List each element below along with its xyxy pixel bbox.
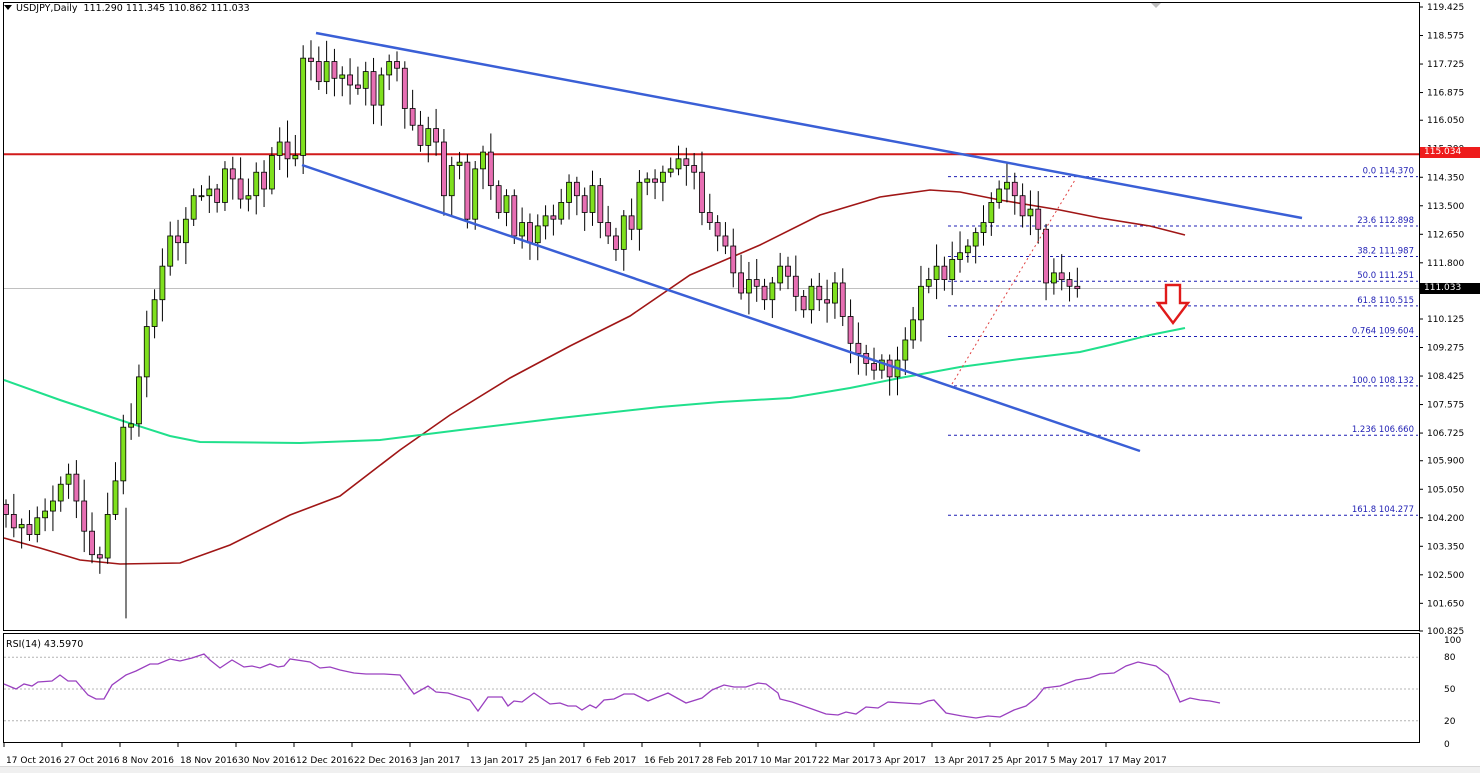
date-tick-label: 8 Nov 2016 <box>122 756 174 766</box>
price-pane-frame <box>3 2 1420 631</box>
time-axis[interactable]: 17 Oct 2016 27 Oct 2016 8 Nov 2016 18 Nov 2… <box>3 743 1167 766</box>
date-tick-label: 6 Feb 2017 <box>586 756 636 766</box>
price-tick-label: 104.200 <box>1427 514 1464 524</box>
price-tick-label: 116.875 <box>1427 89 1464 99</box>
rsi-tick-label: 0 <box>1444 740 1450 750</box>
fib-level-label: 1.236 106.660 <box>1352 425 1414 435</box>
date-tick-label: 22 Dec 2016 <box>354 756 412 766</box>
moving-averages <box>3 189 1186 565</box>
ohlc-values: 111.290 111.345 110.862 111.033 <box>83 3 250 14</box>
fibonacci-levels[interactable]: 0.0 114.370 23.6 112.898 38.2 111.987 50.0 … <box>948 167 1418 516</box>
date-tick-label: 13 Apr 2017 <box>934 756 990 766</box>
fib-level-label: 61.8 110.515 <box>1357 296 1414 306</box>
price-tick-label: 100.825 <box>1427 627 1464 637</box>
rsi-indicator: 100 80 50 20 0 <box>3 636 1461 750</box>
rsi-tick-label: 20 <box>1444 717 1456 727</box>
fib-level-label: 38.2 111.987 <box>1357 247 1414 257</box>
date-tick-label: 10 Mar 2017 <box>760 756 817 766</box>
trendlines[interactable] <box>301 31 1303 453</box>
channel-upper-trendline <box>315 31 1303 220</box>
price-tick-label: 105.050 <box>1427 485 1464 495</box>
date-tick-label: 16 Feb 2017 <box>644 756 700 766</box>
date-tick-label: 18 Nov 2016 <box>180 756 238 766</box>
rsi-line <box>3 653 1221 719</box>
price-tick-label: 105.900 <box>1427 457 1464 467</box>
date-tick-label: 27 Oct 2016 <box>64 756 120 766</box>
price-tick-label: 113.500 <box>1427 202 1464 212</box>
price-tick-label: 108.425 <box>1427 372 1464 382</box>
down-arrow-icon <box>1155 283 1191 325</box>
chart-header: USDJPY,Daily 111.290 111.345 110.862 111… <box>4 3 250 14</box>
date-tick-label: 12 Dec 2016 <box>296 756 354 766</box>
fib-level-label: 0.0 114.370 <box>1363 167 1414 177</box>
price-tick-label: 101.650 <box>1427 599 1464 609</box>
price-tick-label: 111.800 <box>1427 259 1464 269</box>
rsi-tick-label: 50 <box>1444 685 1456 695</box>
rsi-pane-frame <box>3 633 1420 743</box>
price-tick-label: 114.350 <box>1427 173 1464 183</box>
price-tick-label: 110.125 <box>1427 315 1464 325</box>
date-tick-label: 28 Feb 2017 <box>702 756 758 766</box>
date-tick-label: 3 Apr 2017 <box>876 756 926 766</box>
price-tick-label: 117.725 <box>1427 60 1464 70</box>
price-tick-label: 106.725 <box>1427 429 1464 439</box>
fib-level-label: 161.8 104.277 <box>1352 505 1414 515</box>
fib-level-label: 100.0 108.132 <box>1352 376 1414 386</box>
ma-100-line <box>3 189 1186 565</box>
date-tick-label: 3 Jan 2017 <box>412 756 460 766</box>
date-tick-label: 17 May 2017 <box>1108 756 1167 766</box>
rsi-tick-label: 80 <box>1444 653 1456 663</box>
current-price-tag: 111.033 <box>1420 283 1480 294</box>
date-tick-label: 25 Jan 2017 <box>528 756 582 766</box>
price-axis[interactable]: 119.425118.575117.725116.875116.050115.2… <box>1419 3 1464 637</box>
rsi-tick-label: 100 <box>1444 636 1461 646</box>
ma-200-line <box>3 327 1186 445</box>
resistance-price-tag: 115.034 <box>1420 147 1480 158</box>
price-tick-label: 118.575 <box>1427 32 1464 42</box>
date-tick-label: 22 Mar 2017 <box>818 756 875 766</box>
price-tick-label: 102.500 <box>1427 571 1464 581</box>
price-tick-label: 109.275 <box>1427 344 1464 354</box>
date-tick-label: 17 Oct 2016 <box>6 756 62 766</box>
channel-lower-trendline <box>301 163 1141 453</box>
collapse-triangle-icon[interactable] <box>4 5 12 10</box>
price-tick-label: 119.425 <box>1427 3 1464 13</box>
status-strip <box>0 766 1480 773</box>
horizontal-lines[interactable] <box>4 153 1419 290</box>
date-tick-label: 30 Nov 2016 <box>238 756 296 766</box>
fib-level-label: 23.6 112.898 <box>1357 216 1414 226</box>
date-tick-label: 25 Apr 2017 <box>992 756 1048 766</box>
symbol-label: USDJPY,Daily <box>16 3 78 14</box>
date-tick-label: 5 May 2017 <box>1050 756 1103 766</box>
rsi-label: RSI(14) 43.5970 <box>6 639 84 650</box>
price-tick-label: 103.350 <box>1427 542 1464 552</box>
date-tick-label: 13 Jan 2017 <box>470 756 524 766</box>
chart-shift-marker-icon[interactable] <box>1151 3 1161 8</box>
price-tick-label: 107.575 <box>1427 401 1464 411</box>
price-tick-label: 112.650 <box>1427 230 1464 240</box>
fib-level-label: 50.0 111.251 <box>1357 271 1414 281</box>
fib-level-label: 0.764 109.604 <box>1352 326 1414 336</box>
price-tick-label: 116.050 <box>1427 116 1464 126</box>
